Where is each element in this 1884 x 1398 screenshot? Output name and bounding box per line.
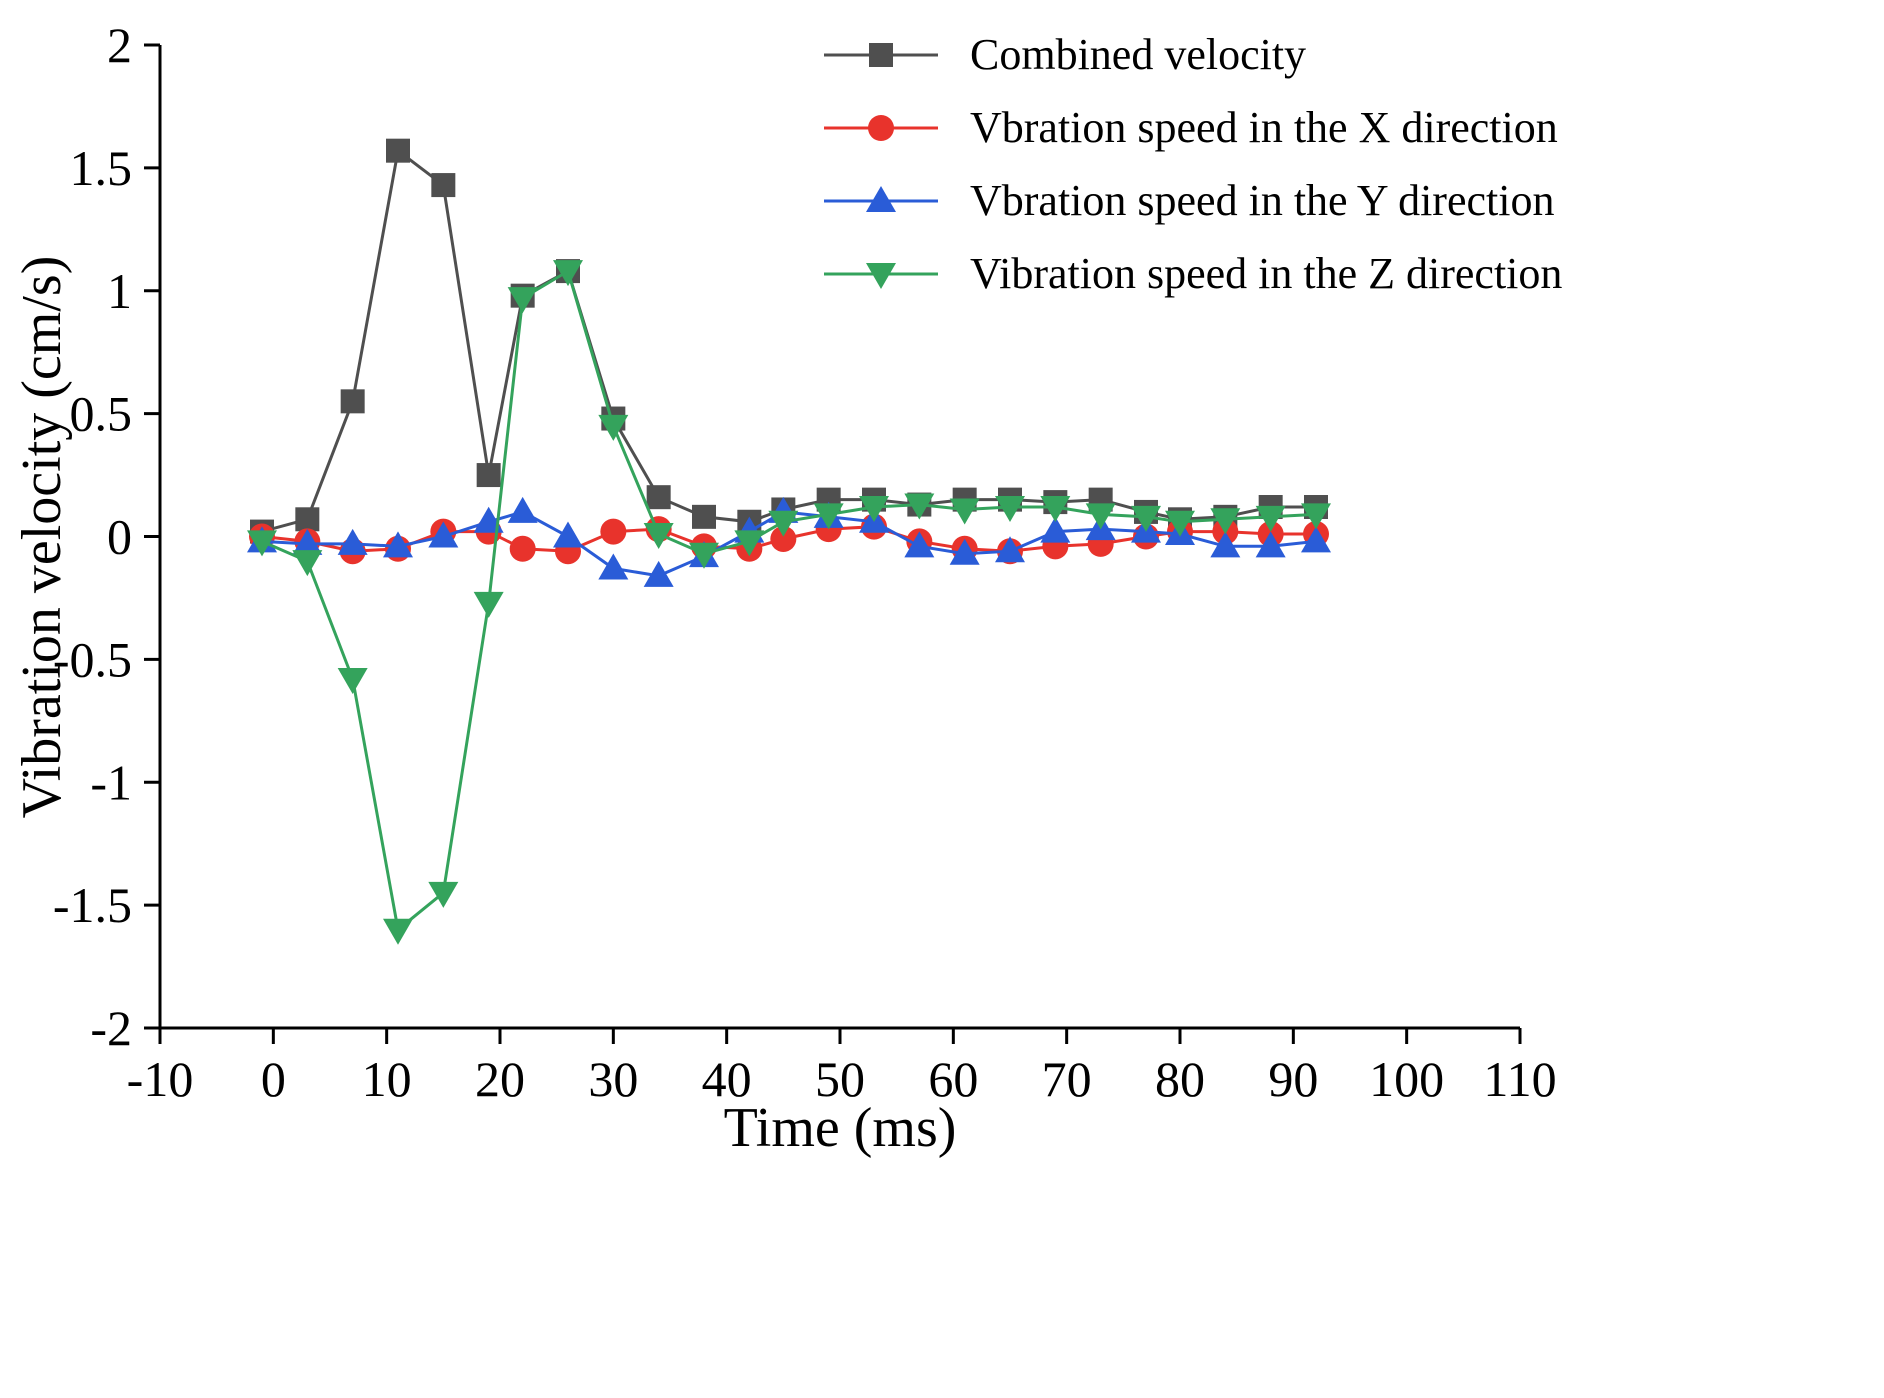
legend-label: Combined velocity	[970, 30, 1307, 79]
legend-label: Vbration speed in the X direction	[970, 103, 1558, 152]
series-2-marker	[1210, 531, 1241, 558]
series-1-marker	[509, 535, 536, 562]
legend-item-y-direction: Vbration speed in the Y direction	[822, 164, 1562, 237]
series-3-marker	[768, 510, 799, 537]
x-tick-label: 30	[588, 1051, 638, 1107]
series-3-marker	[598, 414, 629, 441]
y-tick-label: 1.5	[70, 140, 133, 196]
series-2-marker	[995, 536, 1025, 563]
x-tick-label: 40	[702, 1051, 752, 1107]
series-2-marker	[904, 531, 935, 558]
x-tick-label: 20	[475, 1051, 525, 1107]
x-tick-label: 110	[1483, 1051, 1556, 1107]
series-0-marker	[340, 389, 365, 414]
series-2-marker	[1040, 516, 1071, 543]
x-tick-label: 50	[815, 1051, 865, 1107]
series-3-marker	[995, 496, 1025, 523]
series-2-marker	[643, 560, 674, 587]
y-tick-label: -1	[90, 754, 132, 810]
series-3-marker	[1165, 510, 1195, 537]
x-tick-label: 100	[1369, 1051, 1444, 1107]
x-tick-label: 0	[261, 1051, 286, 1107]
series-2-marker	[292, 528, 323, 555]
series-2-marker	[428, 521, 459, 548]
series-3-marker	[1301, 503, 1331, 530]
legend: Combined velocity Vbration speed in the …	[822, 18, 1562, 310]
legend-item-z-direction: Vibration speed in the Z direction	[822, 237, 1562, 310]
series-2-marker	[1301, 526, 1331, 553]
x-tick-label: 70	[1042, 1051, 1092, 1107]
series-2-marker	[337, 528, 368, 555]
triangle-down-icon	[866, 262, 896, 289]
series-3-marker	[553, 260, 583, 287]
series-2-marker	[553, 521, 583, 548]
x-tick-label: 60	[928, 1051, 978, 1107]
series-2-marker	[949, 538, 980, 565]
series-line-3	[261, 268, 1317, 933]
series-3-marker	[689, 542, 719, 569]
x-tick-label: 10	[362, 1051, 412, 1107]
y-tick-label: 1	[107, 263, 132, 319]
series-0-marker	[692, 504, 716, 529]
legend-item-x-direction: Vbration speed in the X direction	[822, 91, 1562, 164]
series-3-marker	[1255, 505, 1286, 532]
legend-item-combined-velocity: Combined velocity	[822, 18, 1562, 91]
triangle-up-marker-icon	[824, 185, 938, 212]
series-3-marker	[734, 530, 765, 557]
series-3-marker	[1210, 508, 1241, 535]
series-3-marker	[904, 493, 935, 520]
y-tick-label: 0.5	[70, 386, 133, 442]
series-0-marker	[295, 507, 320, 532]
square-icon	[869, 42, 893, 67]
series-2-marker	[598, 553, 629, 580]
y-tick-label: 2	[107, 17, 132, 73]
series-1-marker	[600, 518, 627, 545]
circle-marker-icon	[824, 114, 938, 141]
y-tick-label: 0	[107, 509, 132, 565]
series-1-marker	[770, 525, 797, 552]
series-0-marker	[476, 463, 501, 488]
series-0-marker	[646, 485, 671, 510]
series-3-marker	[1085, 503, 1116, 530]
series-3-marker	[247, 530, 277, 557]
series-3-marker	[428, 881, 459, 908]
y-tick-label: -0.5	[53, 631, 132, 687]
series-0-marker	[431, 173, 456, 198]
series-2-marker	[383, 531, 413, 558]
y-axis-title: Vibration velocity (cm/s)	[11, 255, 73, 819]
x-tick-label: 90	[1268, 1051, 1318, 1107]
square-marker-icon	[824, 42, 938, 67]
series-3-marker	[383, 918, 413, 945]
series-3-marker	[337, 668, 368, 695]
series-3-marker	[1131, 505, 1161, 532]
series-3-marker	[507, 287, 538, 314]
y-tick-label: -2	[90, 1000, 132, 1056]
x-tick-label: -10	[127, 1051, 194, 1107]
triangle-up-icon	[866, 185, 896, 212]
circle-icon	[868, 114, 894, 141]
series-3-marker	[813, 503, 844, 530]
series-3-marker	[643, 523, 674, 550]
legend-label: Vbration speed in the Y direction	[970, 176, 1555, 225]
y-tick-label: -1.5	[53, 877, 132, 933]
series-3-marker	[949, 498, 980, 525]
x-tick-label: 80	[1155, 1051, 1205, 1107]
series-3-marker	[473, 591, 504, 618]
series-3-marker	[1040, 496, 1071, 523]
series-0-marker	[386, 138, 410, 163]
series-2-marker	[1255, 531, 1286, 558]
triangle-down-marker-icon	[824, 262, 938, 289]
series-3-marker	[859, 496, 889, 523]
series-2-marker	[507, 496, 538, 523]
series-3-marker	[292, 550, 323, 577]
x-axis-title: Time (ms)	[723, 1097, 957, 1159]
legend-label: Vibration speed in the Z direction	[970, 249, 1563, 298]
